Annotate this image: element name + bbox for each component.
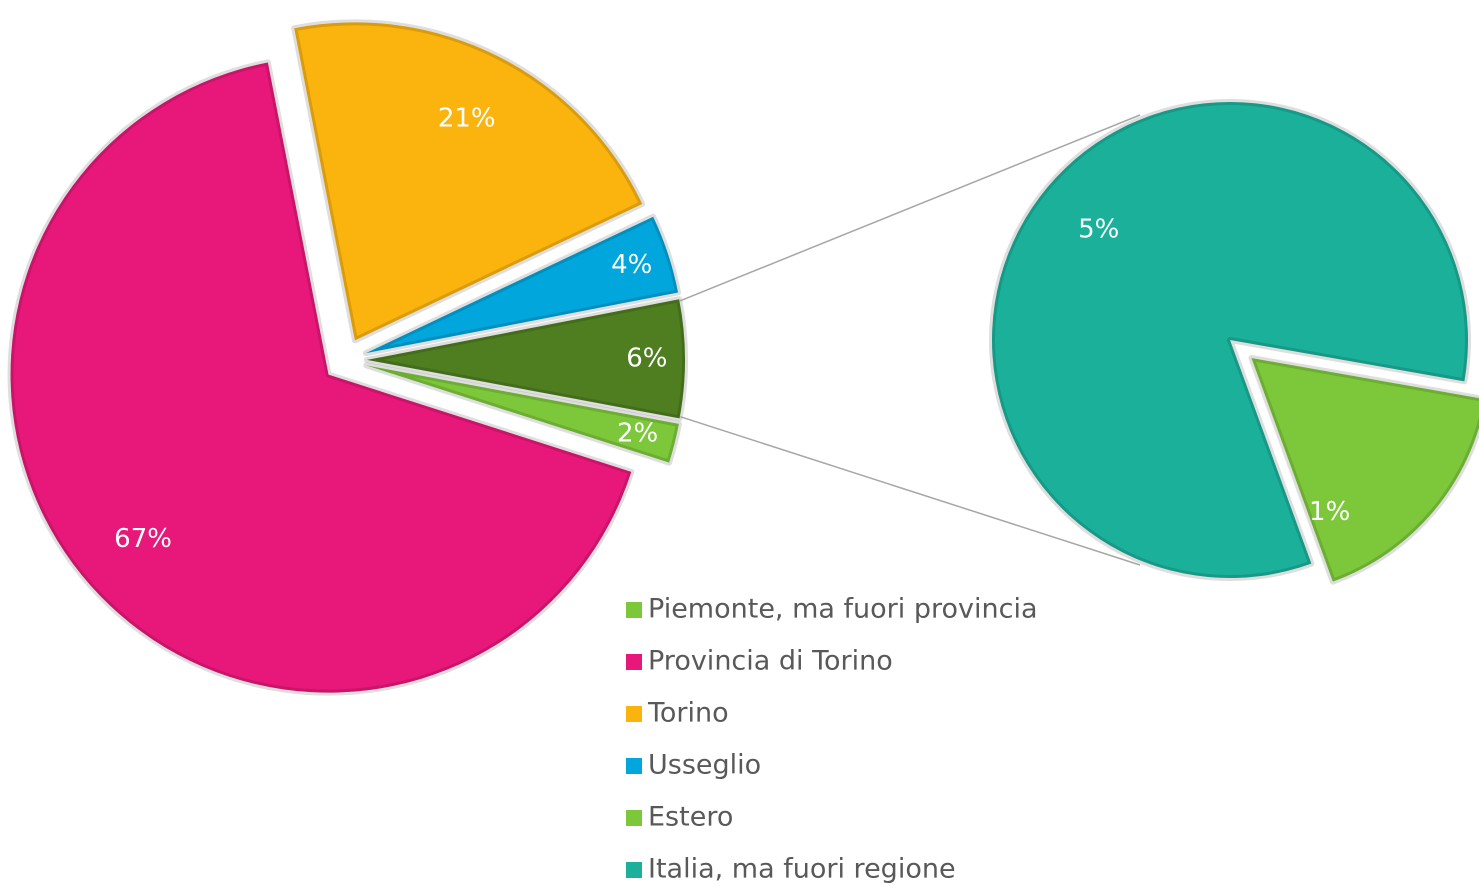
legend-swatch — [626, 758, 642, 774]
data-label: 6% — [626, 343, 667, 373]
legend-label: Torino — [647, 698, 729, 729]
pie-slice — [291, 19, 646, 344]
legend-swatch — [626, 862, 642, 878]
data-label: 1% — [1309, 497, 1350, 527]
legend-label: Usseglio — [648, 750, 761, 781]
legend-swatch — [626, 810, 642, 826]
data-label: 21% — [438, 103, 496, 133]
pie-slice — [363, 362, 682, 466]
legend-label: Provincia di Torino — [648, 646, 893, 677]
pie-slice — [7, 59, 635, 696]
legend-label: Estero — [648, 802, 733, 833]
pie-slice — [362, 213, 682, 357]
pie-slice — [989, 99, 1471, 581]
legend-swatch — [626, 706, 642, 722]
data-label: 4% — [611, 250, 652, 280]
data-label: 5% — [1078, 214, 1119, 244]
data-label: 2% — [617, 419, 658, 449]
pie-slice — [364, 296, 688, 422]
legend-label: Italia, ma fuori regione — [648, 854, 956, 885]
legend-swatch — [626, 602, 642, 618]
connector-line — [679, 114, 1141, 302]
legend-label: Piemonte, ma fuori provincia — [648, 594, 1038, 625]
pie-slice — [1248, 354, 1479, 585]
legend-swatch — [626, 654, 642, 670]
data-label: 67% — [114, 524, 172, 554]
connector-line — [680, 415, 1141, 566]
